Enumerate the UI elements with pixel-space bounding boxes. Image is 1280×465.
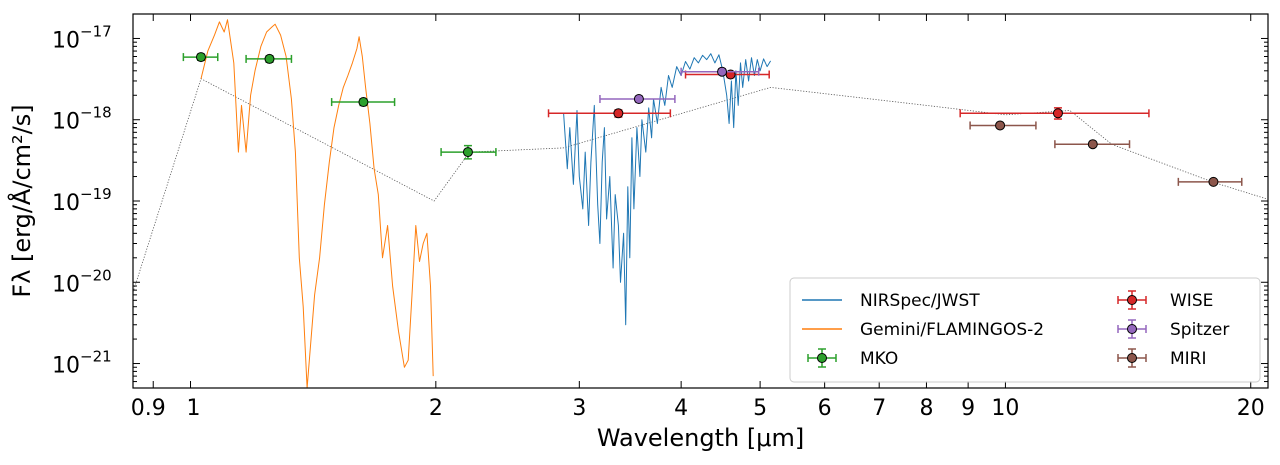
legend-label: NIRSpec/JWST <box>860 291 980 311</box>
legend-entry-wise: WISE <box>1117 290 1213 311</box>
legend-label: MIRI <box>1170 349 1207 369</box>
mko-point-2 <box>245 53 293 64</box>
legend-marker <box>1127 353 1137 363</box>
y-tick-label: 10−18 <box>52 104 112 135</box>
miri-marker <box>995 120 1006 131</box>
legend-entry-gemini-flamingos-2: Gemini/FLAMINGOS-2 <box>802 320 1044 340</box>
miri-point-1 <box>969 120 1037 131</box>
mko-marker <box>195 52 206 63</box>
model-line <box>133 78 1268 293</box>
legend-marker <box>817 353 827 363</box>
legend-entry-nirspec-jwst: NIRSpec/JWST <box>802 291 980 311</box>
legend-box <box>789 277 1261 383</box>
mko-point-3 <box>330 97 396 108</box>
y-tick-base: 10 <box>52 272 80 297</box>
y-tick-label: 10−21 <box>52 348 112 379</box>
spectrum-nirspec-jwst <box>563 53 772 326</box>
legend-entry-spitzer: Spitzer <box>1117 319 1229 340</box>
x-tick-label: 1 <box>187 396 201 421</box>
x-tick-label: 9 <box>961 396 975 421</box>
y-tick-base: 10 <box>52 28 80 53</box>
x-tick-label: 8 <box>919 396 933 421</box>
miri-marker <box>1208 176 1219 187</box>
legend-label: MKO <box>860 349 898 369</box>
x-tick-label: 2 <box>429 396 443 421</box>
x-tick-label: 0.9 <box>131 396 166 421</box>
legend-label: WISE <box>1170 291 1213 311</box>
plot-content <box>133 19 1268 388</box>
x-tick-label: 6 <box>818 396 832 421</box>
mko-point-4 <box>440 144 497 160</box>
wise-point-1 <box>547 108 672 119</box>
legend: NIRSpec/JWST Gemini/FLAMINGOS-2 MKO WISE Spi… <box>789 277 1261 383</box>
wise-marker <box>1052 108 1063 119</box>
legend-marker <box>1127 324 1137 334</box>
wise-marker <box>613 108 624 119</box>
y-tick-label: 10−17 <box>52 22 112 53</box>
y-tick-base: 10 <box>52 110 80 135</box>
y-axis-label: Fλ [erg/Å/cm²/s] <box>7 104 36 297</box>
x-tick-label: 4 <box>674 396 688 421</box>
legend-label: Spitzer <box>1170 320 1229 340</box>
spitzer-point-1 <box>599 93 676 104</box>
wise-point-3 <box>959 107 1150 120</box>
y-tick-exponent: −19 <box>80 185 112 203</box>
spitzer-marker <box>633 93 644 104</box>
y-tick-base: 10 <box>52 354 80 379</box>
x-tick-label: 10 <box>991 396 1019 421</box>
miri-point-2 <box>1054 139 1131 150</box>
spitzer-marker <box>717 66 728 77</box>
y-tick-exponent: −21 <box>80 348 112 366</box>
x-tick-labels: 0.9 1 2 3 4 5 6 7 8 9 10 20 <box>131 396 1265 421</box>
x-axis-label: Wavelength [μm] <box>597 424 804 452</box>
spitzer-point-2 <box>680 66 760 77</box>
mko-point-1 <box>182 52 219 63</box>
y-tick-label: 10−20 <box>52 266 112 297</box>
legend-marker <box>1127 295 1137 305</box>
x-tick-label: 5 <box>753 396 767 421</box>
y-tick-label: 10−19 <box>52 185 112 216</box>
y-tick-exponent: −18 <box>80 104 112 122</box>
mko-marker <box>462 147 473 158</box>
spectrum-gemini-flamingos-2 <box>200 19 434 388</box>
legend-label: Gemini/FLAMINGOS-2 <box>860 320 1044 340</box>
miri-point-3 <box>1177 176 1243 187</box>
x-tick-label: 20 <box>1237 396 1265 421</box>
x-tick-label: 3 <box>572 396 586 421</box>
legend-entry-miri: MIRI <box>1117 348 1207 369</box>
y-tick-exponent: −17 <box>80 22 112 40</box>
y-tick-base: 10 <box>52 191 80 216</box>
legend-entry-mko: MKO <box>807 348 898 369</box>
miri-marker <box>1087 139 1098 150</box>
y-tick-exponent: −20 <box>80 266 112 284</box>
x-tick-label: 7 <box>872 396 886 421</box>
mko-marker <box>358 97 369 108</box>
axis-ticks <box>133 13 1268 389</box>
mko-marker <box>264 53 275 64</box>
